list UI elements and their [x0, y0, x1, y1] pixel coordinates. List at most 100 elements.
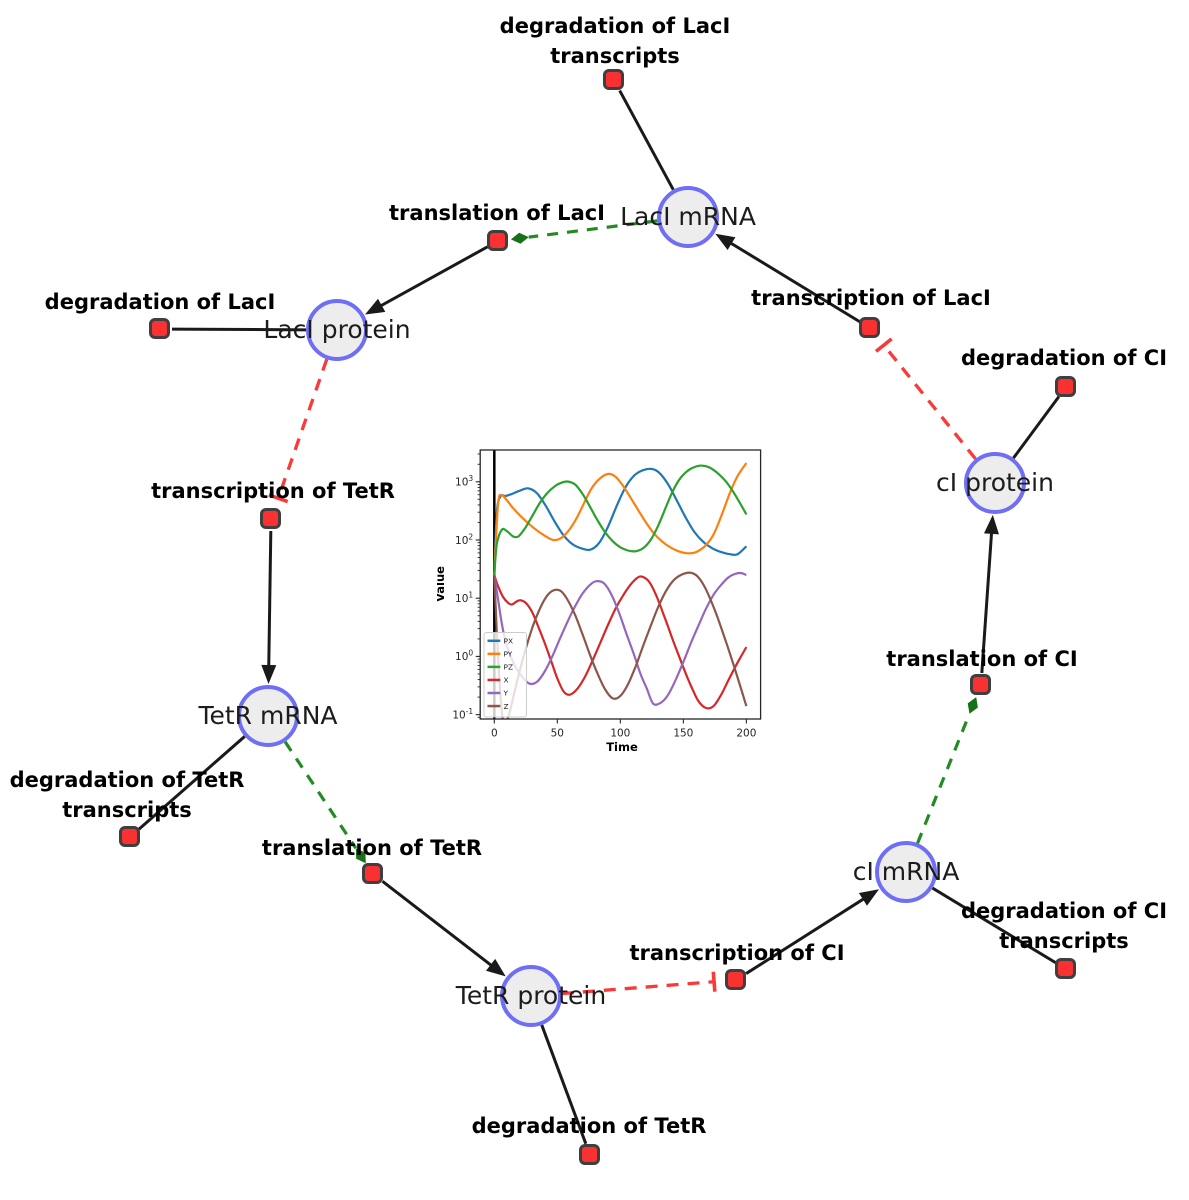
reaction-label-deg_tetr: degradation of TetR: [471, 1114, 707, 1138]
reaction-node-transl_laci: [487, 230, 508, 251]
series-path-PZ: [493, 464, 748, 576]
svg-text:102: 102: [455, 532, 473, 547]
svg-text:PY: PY: [504, 650, 513, 659]
svg-text:150: 150: [673, 728, 693, 740]
reaction-label-tx_ci: transcription of CI: [629, 941, 845, 965]
reaction-node-deg_tetr_tx: [119, 826, 140, 847]
reaction-node-transl_tetr: [362, 863, 383, 884]
reaction-node-tx_tetr: [260, 508, 281, 529]
arrowhead-icon: [858, 889, 879, 906]
arrowhead-icon: [261, 664, 277, 684]
reaction-label-tx_laci: transcription of LacI: [751, 286, 991, 310]
reaction-node-tx_ci: [725, 969, 746, 990]
reaction-node-deg_laci_tx: [603, 69, 624, 90]
edge-tx_laci-laci_mrna: [715, 233, 861, 324]
reaction-label-deg_tetr_tx: degradation of TetR transcripts: [9, 768, 245, 822]
reaction-label-transl_ci: translation of CI: [886, 647, 1078, 671]
svg-text:10-1: 10-1: [452, 707, 473, 722]
svg-text:PZ: PZ: [504, 663, 514, 672]
species-label-ci_mrna: cI mRNA: [852, 857, 960, 886]
species-node-ci_protein: [964, 452, 1026, 514]
svg-text:103: 103: [455, 474, 473, 489]
chart-y-axis: 10-1 100 101 102 103: [452, 453, 481, 722]
svg-text:Z: Z: [504, 702, 509, 711]
edge-ci_mrna-transl_ci: [916, 697, 978, 844]
reaction-label-deg_ci: degradation of CI: [960, 346, 1168, 370]
tbar-inhibitor-icon: [268, 493, 289, 504]
species-node-tetr_mrna: [237, 685, 299, 747]
svg-text:100: 100: [610, 728, 630, 740]
chart-x-axis: 0 50 100 150 200: [491, 719, 756, 740]
species-label-ci_protein: cI protein: [936, 468, 1054, 497]
reaction-label-deg_laci_tx: degradation of LacI transcripts: [499, 14, 731, 68]
legend-item-X: X: [487, 676, 509, 685]
species-label-tetr_protein: TetR protein: [455, 981, 607, 1010]
series-path-Z: [493, 571, 748, 719]
chart-ylabel: Value: [437, 566, 447, 602]
reaction-label-deg_ci_tx: degradation of CI transcripts: [960, 899, 1168, 953]
species-label-laci_mrna: LacI mRNA: [620, 202, 756, 231]
svg-text:X: X: [504, 676, 509, 685]
legend-item-Y: Y: [487, 689, 509, 698]
legend-item-PZ: PZ: [487, 663, 514, 672]
svg-text:50: 50: [551, 728, 564, 740]
arrowhead-icon: [715, 233, 736, 250]
reaction-node-transl_ci: [970, 674, 991, 695]
tbar-inhibitor-icon: [711, 971, 717, 992]
edge-transl_ci-ci_protein: [980, 514, 999, 674]
legend-item-PX: PX: [487, 637, 514, 646]
species-label-laci_protein: LacI protein: [263, 315, 411, 344]
series-path-X: [493, 574, 748, 710]
edge-deg_ci-ci_protein: [1012, 395, 1061, 459]
svg-text:0: 0: [491, 728, 498, 740]
edge-tetr_mrna-transl_tetr: [283, 740, 366, 864]
legend-item-Z: Z: [487, 702, 509, 711]
edge-tetr_protein-tx_ci: [561, 971, 717, 996]
edge-deg_laci_tx-laci_mrna: [618, 89, 675, 191]
svg-text:200: 200: [736, 728, 756, 740]
reaction-node-deg_laci: [149, 318, 170, 339]
chart-xlabel: Time: [606, 740, 638, 754]
svg-text:PX: PX: [504, 637, 514, 646]
svg-text:Y: Y: [503, 689, 509, 698]
arrowhead-icon: [984, 514, 999, 535]
reaction-node-deg_tetr: [579, 1144, 600, 1165]
edge-laci_protein-tx_tetr: [268, 358, 329, 504]
edge-ci_protein-tx_laci: [874, 337, 977, 460]
species-node-laci_mrna: [657, 186, 719, 248]
edge-tx_ci-ci_mrna: [745, 889, 879, 975]
edge-deg_ci_tx-ci_mrna: [931, 886, 1057, 965]
species-label-tetr_mrna: TetR mRNA: [198, 701, 338, 730]
edge-deg_laci-laci_protein: [171, 327, 307, 332]
reaction-label-tx_tetr: transcription of TetR: [151, 479, 395, 503]
series-path-PX: [493, 467, 748, 576]
series-path-PY: [493, 462, 748, 576]
reaction-label-deg_laci: degradation of LacI: [44, 290, 276, 314]
edge-transl_laci-laci_protein: [365, 245, 489, 315]
svg-text:100: 100: [455, 649, 473, 664]
edge-deg_tetr_tx-tetr_mrna: [138, 735, 246, 831]
arrowhead-icon: [486, 958, 506, 977]
diamond-arrowhead-icon: [355, 848, 366, 864]
inset-chart: 0 50 100 150 20010-1100101102103TimeValuePXP…: [437, 449, 762, 754]
arrowhead-icon: [365, 298, 386, 315]
edge-tx_tetr-tetr_mrna: [261, 530, 277, 684]
diamond-arrowhead-icon: [510, 232, 529, 244]
edge-transl_tetr-tetr_protein: [381, 880, 506, 977]
species-node-ci_mrna: [875, 841, 937, 903]
reaction-node-tx_laci: [859, 317, 880, 338]
reaction-node-deg_ci: [1055, 376, 1076, 397]
legend-item-PY: PY: [487, 650, 513, 659]
svg-text:101: 101: [455, 591, 473, 606]
chart-legend: PX PY PZ XYZ: [483, 632, 527, 718]
reaction-label-transl_tetr: translation of TetR: [261, 836, 483, 860]
reaction-node-deg_ci_tx: [1055, 958, 1076, 979]
tbar-inhibitor-icon: [874, 337, 893, 353]
species-node-tetr_protein: [500, 965, 562, 1027]
edge-deg_tetr-tetr_protein: [540, 1024, 588, 1145]
reaction-label-transl_laci: translation of LacI: [389, 201, 605, 225]
diamond-arrowhead-icon: [967, 697, 978, 714]
species-node-laci_protein: [306, 299, 368, 361]
